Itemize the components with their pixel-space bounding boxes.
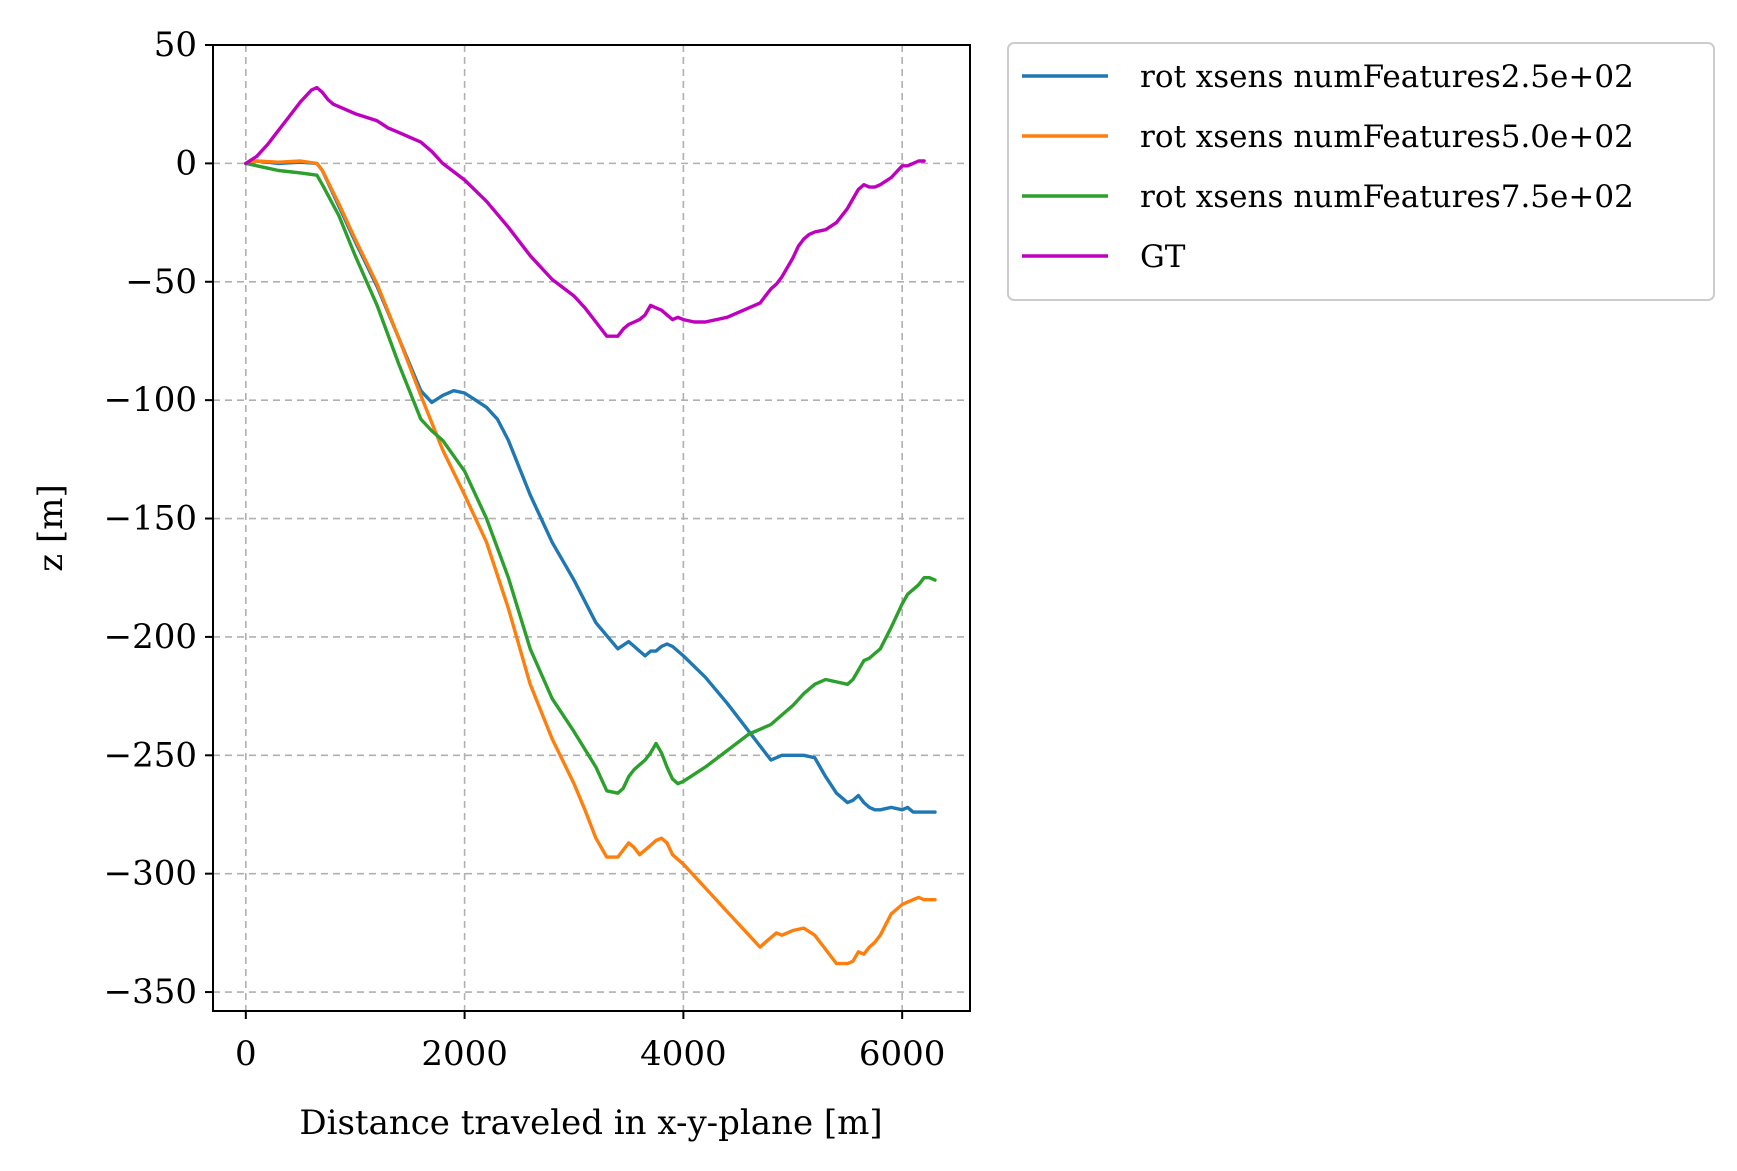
y-tick-label: 0 xyxy=(175,143,197,183)
y-tick-label: 50 xyxy=(154,25,197,65)
y-tick-label: −150 xyxy=(104,499,197,539)
legend-label-4: GT xyxy=(1140,239,1186,275)
y-tick-label: −100 xyxy=(104,380,197,420)
x-tick-label: 4000 xyxy=(640,1034,727,1074)
y-tick-label: −300 xyxy=(104,854,197,894)
plot-frame xyxy=(212,44,971,1012)
y-tick-label: −250 xyxy=(104,735,197,775)
series-line-3 xyxy=(244,161,937,795)
y-tick-label: −50 xyxy=(125,262,197,302)
legend-label-3: rot xsens numFeatures7.5e+02 xyxy=(1140,179,1634,215)
grid xyxy=(213,44,970,1011)
x-tick-label: 6000 xyxy=(859,1034,946,1074)
legend-label-1: rot xsens numFeatures2.5e+02 xyxy=(1140,59,1634,95)
y-axis-title: z [m] xyxy=(31,484,71,572)
y-tick-label: −200 xyxy=(104,617,197,657)
x-axis-title: Distance traveled in x-y-plane [m] xyxy=(299,1103,882,1143)
series-lines xyxy=(244,85,937,966)
legend-frame xyxy=(1007,42,1715,301)
legend-items: rot xsens numFeatures2.5e+02 rot xsens nu… xyxy=(1022,59,1634,275)
legend: rot xsens numFeatures2.5e+02 rot xsens nu… xyxy=(1007,42,1715,301)
series-line-4 xyxy=(244,85,926,338)
x-tick-label: 2000 xyxy=(421,1034,508,1074)
y-tick-label: −350 xyxy=(104,972,197,1012)
x-tick-label: 0 xyxy=(235,1034,257,1074)
series-line-2 xyxy=(244,159,937,966)
axis-ticks: 0 2000 4000 6000 50 0 −50 −100 −150 −200 −250 −300 −… xyxy=(104,25,946,1074)
legend-label-2: rot xsens numFeatures5.0e+02 xyxy=(1140,119,1634,155)
